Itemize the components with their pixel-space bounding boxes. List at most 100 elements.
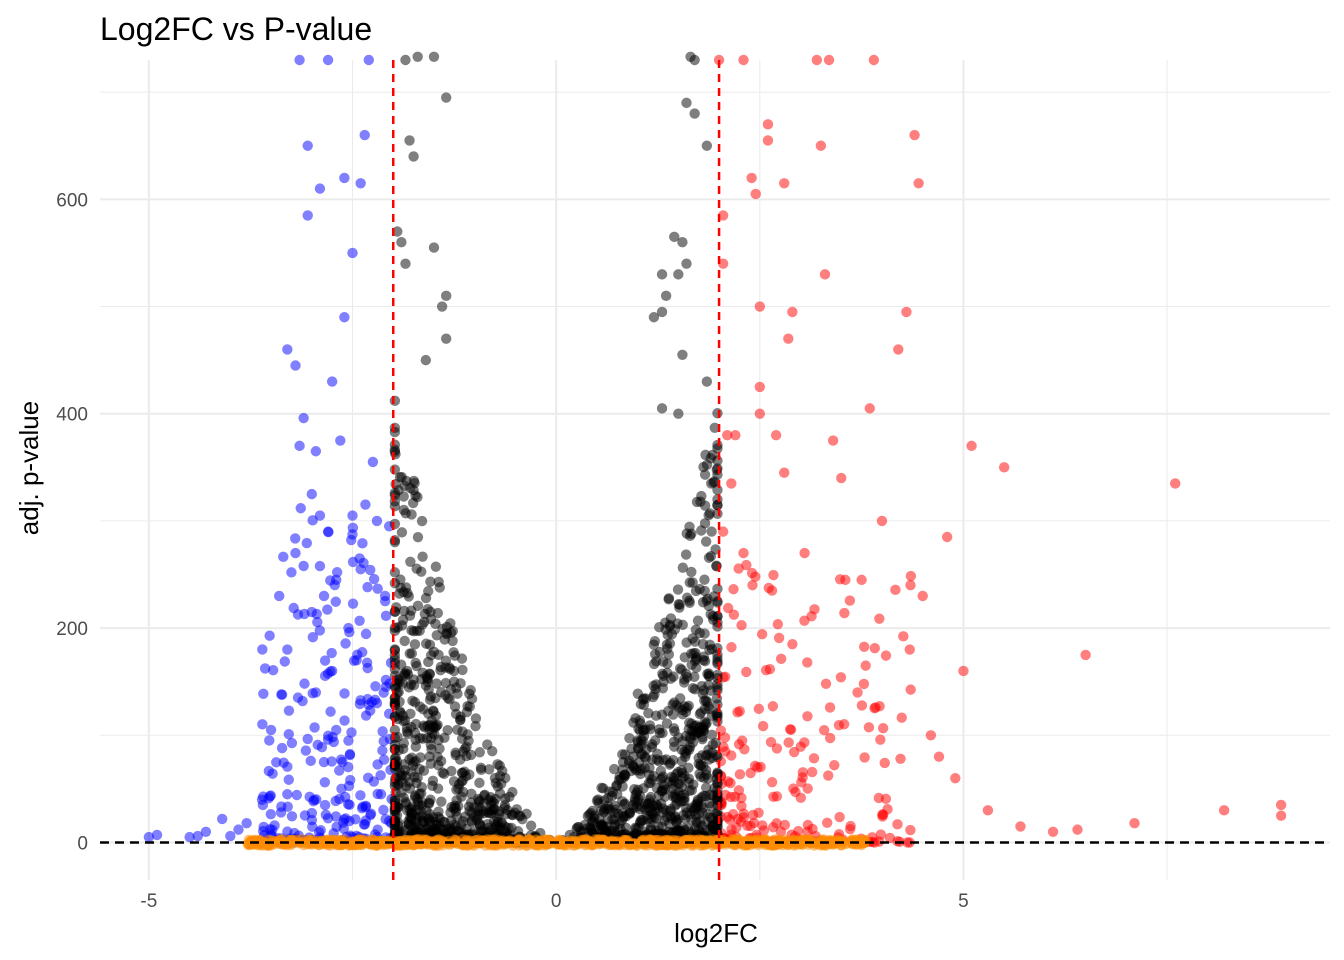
down-regulated-point [259,663,271,674]
not-significant-point [457,664,468,676]
not-significant-point [424,694,436,705]
not-significant-point [701,376,713,387]
not-significant-point [649,689,660,700]
not-significant-point [462,701,473,712]
down-regulated-point [339,172,350,184]
not-significant-point [679,652,691,663]
down-regulated-point [344,748,356,760]
not-significant-point [423,684,434,695]
not-significant-point [411,660,422,672]
up-regulated-point [839,607,850,619]
not-significant-point [628,799,639,811]
not-significant-point [389,395,401,407]
not-significant-point [433,576,444,588]
up-regulated-point [834,811,845,823]
not-significant-point [389,439,401,450]
low-pvalue-point [593,839,604,850]
up-regulated-point [790,786,801,798]
not-significant-point [707,739,718,750]
up-regulated-point [750,188,761,200]
low-pvalue-point [627,838,638,850]
up-regulated-point [890,584,901,596]
low-pvalue-point [784,837,795,848]
up-regulated-point [824,732,836,744]
not-significant-point [679,746,690,757]
not-significant-point [409,696,421,708]
down-regulated-point [359,129,370,141]
down-regulated-point [286,811,298,822]
low-pvalue-point [743,835,754,846]
down-regulated-point [267,664,279,676]
up-regulated-point [958,665,969,677]
up-regulated-point [745,767,756,779]
down-regulated-point [360,499,371,510]
down-regulated-point [233,824,244,835]
up-regulated-point [770,429,782,441]
not-significant-point [392,713,403,725]
not-significant-point [400,258,411,269]
not-significant-point [507,786,518,798]
not-significant-point [404,776,415,788]
down-regulated-point [200,826,212,837]
not-significant-point [589,812,600,824]
up-regulated-point [715,725,727,736]
not-significant-point [414,732,425,744]
not-significant-point [617,749,628,760]
not-significant-point [487,746,498,757]
not-significant-point [474,818,485,829]
down-regulated-point [291,789,303,801]
up-regulated-point [746,172,757,184]
not-significant-point [686,566,697,578]
up-regulated-point [1275,810,1287,821]
not-significant-point [412,793,423,804]
not-significant-point [404,648,415,659]
up-regulated-point [905,570,917,582]
not-significant-point [412,51,423,62]
not-significant-point [667,699,678,710]
down-regulated-point [347,510,358,521]
not-significant-point [463,801,475,812]
down-regulated-point [355,178,366,189]
not-significant-point [648,658,660,670]
not-significant-point [686,528,697,539]
down-regulated-point [326,376,338,387]
up-regulated-point [753,703,765,715]
down-regulated-point [311,608,322,620]
not-significant-point [405,556,416,567]
not-significant-point [677,736,688,747]
not-significant-point [699,628,710,639]
down-regulated-point [320,809,332,821]
not-significant-point [635,765,646,776]
not-significant-point [705,685,717,696]
up-regulated-point [775,826,787,837]
down-regulated-point [325,666,336,677]
not-significant-point [656,403,668,414]
not-significant-point [609,800,620,812]
down-regulated-point [363,54,375,66]
up-regulated-point [874,613,885,624]
up-regulated-point [754,381,766,393]
not-significant-point [428,51,440,62]
down-regulated-point [339,312,350,323]
up-regulated-point [904,837,915,848]
up-regulated-point [835,672,847,683]
down-regulated-point [308,795,319,807]
not-significant-point [655,774,666,785]
not-significant-point [414,625,425,636]
down-regulated-point [368,573,380,585]
not-significant-point [474,777,485,789]
down-regulated-point [378,804,389,816]
not-significant-point [712,616,723,628]
not-significant-point [674,599,685,610]
not-significant-point [482,819,493,830]
down-regulated-point [314,183,326,194]
low-pvalue-point [574,835,586,846]
up-regulated-point [966,440,977,452]
up-regulated-point [726,642,737,653]
up-regulated-point [864,403,875,414]
up-regulated-point [730,429,741,441]
not-significant-point [432,751,443,763]
up-regulated-point [901,306,912,318]
not-significant-point [405,708,416,719]
not-significant-point [690,647,701,659]
